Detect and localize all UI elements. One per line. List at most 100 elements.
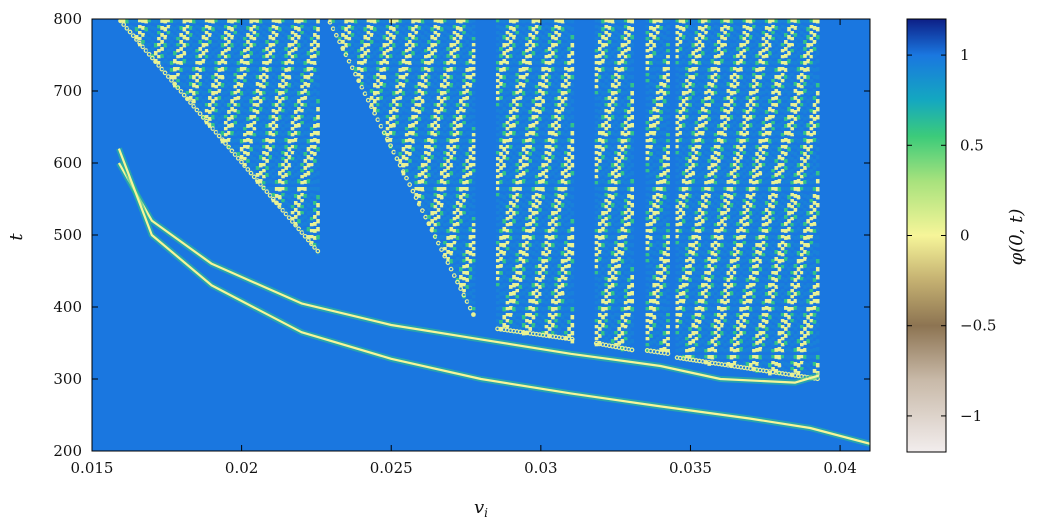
oscillation-cell: [395, 19, 399, 23]
oscillation-cell: [290, 115, 295, 119]
oscillation-cell: [666, 265, 670, 269]
oscillation-cell: [716, 124, 721, 128]
oscillation-cap: [274, 200, 279, 206]
oscillation-cell: [662, 171, 667, 176]
oscillation-cell: [627, 341, 631, 345]
oscillation-cell: [604, 127, 609, 131]
oscillation-cell: [233, 73, 238, 77]
oscillation-cell: [398, 19, 403, 23]
oscillation-cell: [271, 121, 276, 125]
oscillation-cell: [544, 187, 549, 191]
oscillation-cell: [525, 253, 529, 257]
oscillation-cell: [666, 337, 670, 341]
oscillation-cell: [220, 99, 225, 104]
oscillation-cell: [525, 133, 529, 137]
oscillation-cell: [414, 133, 419, 137]
bounce-window: [118, 19, 321, 256]
oscillation-cell: [538, 215, 542, 219]
oscillation-cell: [701, 99, 705, 104]
oscillation-cell: [694, 151, 699, 155]
oscillation-cell: [262, 145, 266, 149]
oscillation-cell: [567, 187, 571, 191]
oscillation-cell: [557, 292, 562, 296]
oscillation-cell: [531, 299, 536, 304]
oscillation-cell: [258, 43, 263, 48]
oscillation-cell: [268, 131, 273, 136]
oscillation-cell: [707, 180, 712, 184]
oscillation-cell: [681, 147, 686, 152]
oscillation-cell: [701, 107, 705, 112]
oscillation-cell: [655, 49, 660, 53]
oscillation-cell: [688, 264, 692, 268]
oscillation-cell: [528, 271, 533, 275]
oscillation-cell: [666, 37, 670, 41]
oscillation-cell: [420, 187, 425, 192]
oscillation-cell: [525, 175, 529, 179]
oscillation-cell: [293, 124, 298, 128]
oscillation-cell: [505, 19, 510, 23]
oscillation-cell: [293, 159, 298, 163]
oscillation-cell: [681, 299, 686, 304]
oscillation-cell: [128, 19, 133, 23]
oscillation-cell: [385, 91, 390, 95]
oscillation-cell: [691, 339, 696, 344]
oscillation-cell: [594, 295, 599, 299]
oscillation-cell: [547, 187, 552, 191]
oscillation-cell: [541, 187, 545, 192]
oscillation-cell: [262, 151, 266, 155]
oscillation-cell: [512, 323, 516, 328]
oscillation-cell: [281, 103, 285, 107]
oscillation-cell: [666, 319, 670, 323]
oscillation-cell: [675, 127, 680, 131]
oscillation-cap: [458, 286, 464, 291]
oscillation-cell: [309, 193, 314, 197]
oscillation-cell: [567, 19, 571, 23]
oscillation-cell: [357, 37, 361, 41]
oscillation-cell: [627, 236, 631, 240]
oscillation-cell: [236, 145, 241, 149]
oscillation-cell: [239, 107, 244, 112]
oscillation-cell: [411, 75, 415, 80]
oscillation-cell: [508, 215, 513, 219]
oscillation-cell: [436, 110, 441, 114]
oscillation-cell: [217, 47, 222, 51]
oscillation-cell: [697, 117, 702, 121]
oscillation-cell: [306, 19, 311, 24]
oscillation-cell: [716, 110, 721, 114]
oscillation-cell: [369, 61, 374, 65]
oscillation-cell: [567, 320, 571, 324]
oscillation-cell: [439, 139, 444, 144]
oscillation-cell: [249, 107, 253, 112]
oscillation-cell: [388, 96, 393, 100]
oscillation-cell: [462, 181, 466, 185]
oscillation-cell: [655, 67, 660, 71]
oscillation-cell: [262, 97, 266, 101]
oscillation-cell: [659, 47, 664, 51]
oscillation-cell: [645, 25, 650, 29]
oscillation-cell: [557, 201, 562, 205]
oscillation-cell: [623, 331, 628, 335]
oscillation-cell: [468, 19, 473, 24]
oscillation-cell: [284, 47, 288, 51]
oscillation-cell: [685, 301, 689, 305]
oscillation-cell: [316, 203, 320, 208]
oscillation-cell: [688, 40, 692, 44]
oscillation-cell: [707, 201, 712, 205]
oscillation-cell: [417, 26, 422, 30]
oscillation-cell: [560, 131, 565, 136]
oscillation-cell: [455, 271, 460, 275]
oscillation-cell: [544, 103, 549, 107]
oscillation-cell: [337, 37, 342, 41]
oscillation-cell: [685, 253, 689, 257]
oscillation-cell: [652, 259, 657, 264]
oscillation-cell: [567, 243, 571, 247]
oscillation-cap: [245, 167, 251, 172]
oscillation-cell: [688, 47, 692, 51]
oscillation-cell: [594, 103, 599, 107]
oscillation-cell: [255, 124, 260, 128]
oscillation-cell: [424, 91, 428, 95]
oscillation-cell: [430, 155, 434, 160]
oscillation-cell: [495, 199, 500, 203]
oscillation-cell: [614, 79, 618, 83]
oscillation-cell: [691, 35, 696, 40]
